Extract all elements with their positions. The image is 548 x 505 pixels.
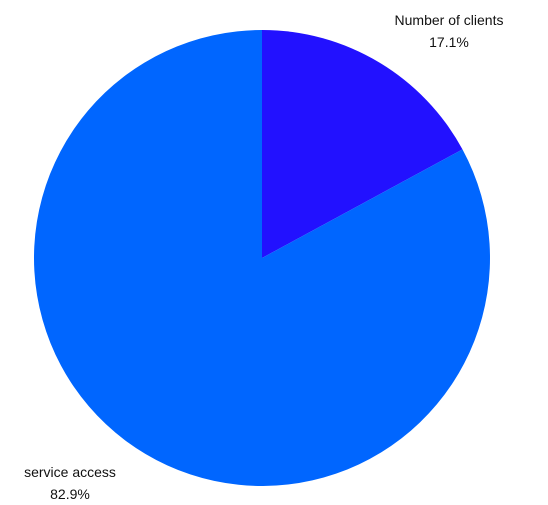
slice-percent-service-access: 82.9% (50, 486, 90, 502)
slice-label-number-of-clients: Number of clients (395, 12, 504, 28)
pie-slices (33, 29, 490, 487)
slice-label-service-access: service access (24, 464, 116, 480)
pie-slice-service-access (33, 29, 490, 487)
pie-slice-number-of-clients (262, 30, 463, 258)
slice-percent-number-of-clients: 17.1% (429, 34, 469, 50)
